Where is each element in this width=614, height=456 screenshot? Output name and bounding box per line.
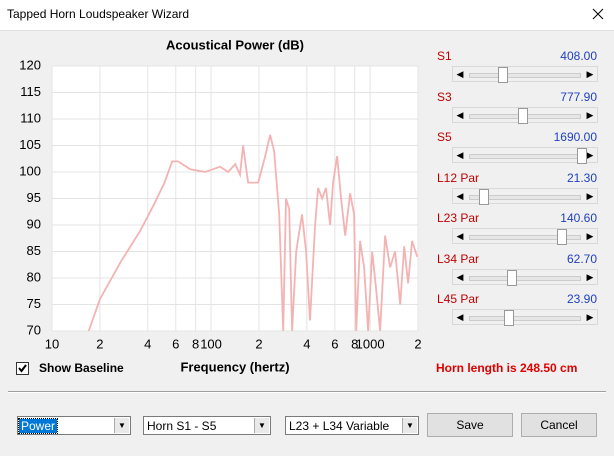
slider[interactable]: ◀ ▶	[452, 187, 598, 205]
slider[interactable]: ◀ ▶	[452, 66, 598, 83]
slider-right-arrow[interactable]: ▶	[586, 190, 594, 201]
x-tick-label: 2	[255, 336, 262, 351]
slider-track	[469, 275, 581, 281]
separator	[8, 391, 606, 393]
x-tick-label: 1000	[356, 336, 385, 351]
parameter-value: 408.00	[560, 49, 597, 63]
x-tick-label: 4	[144, 336, 151, 351]
slider-track	[469, 194, 581, 200]
data-line	[87, 134, 418, 331]
parameter-value: 21.30	[566, 170, 597, 185]
parameter-value: 140.60	[560, 211, 597, 225]
slider-right-arrow[interactable]: ▶	[586, 150, 594, 160]
slider-left-arrow[interactable]: ◀	[456, 109, 464, 120]
baseline-label[interactable]: Show Baseline	[39, 361, 124, 375]
dropdown-text: Horn S1 - S5	[147, 419, 217, 433]
dropdown-text: Power	[17, 418, 59, 434]
slider[interactable]: ◀ ▶	[452, 147, 598, 164]
checkmark	[18, 364, 27, 373]
y-tick-label: 110	[20, 110, 41, 125]
close-button[interactable]	[588, 4, 608, 24]
parameter-value: 23.90	[566, 292, 597, 306]
slider-right-arrow[interactable]: ▶	[586, 312, 594, 322]
slider-left-arrow[interactable]: ◀	[456, 312, 464, 322]
slider-track	[469, 316, 581, 321]
parameter-label: L23 Par	[437, 211, 480, 225]
window-title: Tapped Horn Loudspeaker Wizard	[7, 7, 190, 21]
slider-thumb[interactable]	[498, 67, 508, 83]
chart-title: Acoustical Power (dB)	[166, 37, 304, 52]
slider-thumb[interactable]	[479, 188, 489, 205]
slider-right-arrow[interactable]: ▶	[586, 69, 594, 79]
slider-left-arrow[interactable]: ◀	[456, 231, 464, 241]
parameter-label: S1	[437, 49, 452, 63]
slider-track	[469, 73, 581, 78]
slider-left-arrow[interactable]: ◀	[456, 190, 464, 201]
y-tick-label: 95	[27, 190, 41, 205]
y-tick-label: 70	[27, 322, 41, 337]
slider-left-arrow[interactable]: ◀	[456, 69, 464, 79]
slider-thumb[interactable]	[518, 107, 528, 124]
x-axis-label: Frequency (hertz)	[180, 359, 289, 374]
parameter-value: 777.90	[560, 89, 597, 104]
parameter-label: S3	[437, 89, 452, 104]
slider-thumb[interactable]	[504, 310, 514, 326]
y-tick-label: 100	[19, 163, 41, 178]
title-bar: Tapped Horn Loudspeaker Wizard	[0, 0, 614, 31]
dropdown[interactable]: Power ▼	[17, 416, 131, 435]
y-tick-label: 90	[27, 216, 41, 231]
slider-left-arrow[interactable]: ◀	[456, 271, 464, 282]
x-tick-label: 8	[351, 336, 358, 351]
slider-right-arrow[interactable]: ▶	[586, 271, 594, 282]
dropdown[interactable]: L23 + L34 Variable ▼	[285, 416, 419, 435]
slider-thumb[interactable]	[577, 148, 587, 164]
slider[interactable]: ◀ ▶	[452, 309, 598, 326]
y-tick-label: 115	[20, 84, 41, 99]
x-tick-label: 6	[172, 336, 179, 351]
slider-thumb[interactable]	[557, 229, 567, 245]
parameter-label: L45 Par	[437, 292, 480, 306]
x-tick-label: 6	[331, 336, 338, 351]
parameter-value: 62.70	[566, 251, 597, 266]
x-tick-label: 2	[96, 336, 103, 351]
cancel-button[interactable]: Cancel	[521, 413, 597, 437]
parameter-value: 1690.00	[553, 130, 597, 144]
dropdown-arrow: ▼	[402, 418, 417, 433]
slider-thumb[interactable]	[507, 269, 517, 286]
parameter-label: L12 Par	[437, 170, 480, 185]
x-tick-label: 10	[45, 336, 59, 351]
slider-track	[469, 154, 581, 159]
dropdown-arrow: ▼	[254, 418, 269, 433]
y-tick-label: 105	[19, 137, 41, 152]
slider[interactable]: ◀ ▶	[452, 106, 598, 124]
y-tick-label: 85	[27, 243, 41, 258]
y-tick-label: 75	[27, 296, 41, 311]
x-tick-label: 8	[192, 336, 199, 351]
slider-track	[469, 235, 581, 240]
y-tick-label: 120	[19, 57, 41, 72]
x-tick-label: 100	[200, 336, 222, 351]
x-tick-label: 2	[414, 336, 421, 351]
y-tick-label: 80	[27, 269, 41, 284]
x-tick-label: 4	[303, 336, 310, 351]
slider-right-arrow[interactable]: ▶	[586, 231, 594, 241]
baseline-checkbox[interactable]	[16, 362, 29, 375]
parameter-label: S5	[437, 130, 452, 144]
slider-left-arrow[interactable]: ◀	[456, 150, 464, 160]
parameter-label: L34 Par	[437, 251, 480, 266]
dropdown[interactable]: Horn S1 - S5 ▼	[143, 416, 271, 435]
save-button[interactable]: Save	[427, 413, 513, 437]
slider[interactable]: ◀ ▶	[452, 228, 598, 245]
dropdown-arrow: ▼	[114, 418, 129, 433]
dropdown-text: L23 + L34 Variable	[289, 419, 390, 433]
horn-length: Horn length is 248.50 cm	[436, 361, 578, 375]
slider[interactable]: ◀ ▶	[452, 268, 598, 286]
chart: Acoustical Power (dB) Frequency (hertz) …	[19, 37, 421, 374]
slider-right-arrow[interactable]: ▶	[586, 109, 594, 120]
